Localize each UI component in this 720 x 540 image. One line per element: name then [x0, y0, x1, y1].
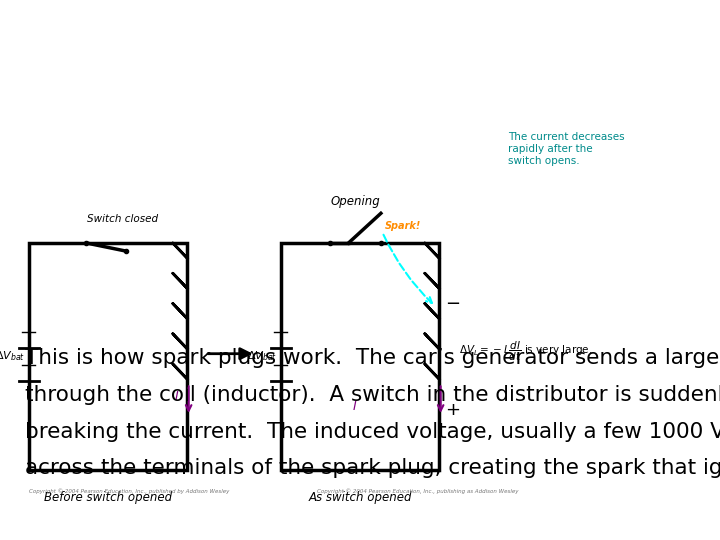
Bar — [29, 243, 187, 470]
Text: $+$: $+$ — [445, 401, 460, 420]
Text: $\Delta V_L = -L\dfrac{dI}{dt}$ is very large.: $\Delta V_L = -L\dfrac{dI}{dt}$ is very … — [459, 339, 593, 363]
Text: $\Delta V_{bat}$: $\Delta V_{bat}$ — [247, 349, 277, 363]
Text: Opening: Opening — [330, 195, 381, 208]
Text: This is how spark plugs work.  The car’s generator sends a large current: This is how spark plugs work. The car’s … — [25, 348, 720, 368]
Text: through the coil (inductor).  A switch in the distributor is suddenly opened,: through the coil (inductor). A switch in… — [25, 385, 720, 405]
Text: $I$: $I$ — [352, 400, 357, 414]
Text: $\Delta V_{bat}$: $\Delta V_{bat}$ — [0, 349, 25, 363]
Text: across the terminals of the spark plug, creating the spark that ignites the fuel: across the terminals of the spark plug, … — [25, 458, 720, 478]
Text: breaking the current.  The induced voltage, usually a few 1000 V, appears: breaking the current. The induced voltag… — [25, 422, 720, 442]
Text: Copyright © 2004 Pearson Education, Inc., publishing as Addison Wesley: Copyright © 2004 Pearson Education, Inc.… — [317, 489, 518, 494]
Text: Before switch opened: Before switch opened — [44, 491, 172, 504]
Text: $I$: $I$ — [174, 389, 179, 403]
Bar — [281, 243, 439, 470]
Text: Switch closed: Switch closed — [87, 214, 158, 224]
Text: As switch opened: As switch opened — [308, 491, 412, 504]
Text: $-$: $-$ — [445, 293, 460, 312]
Text: Spark!: Spark! — [384, 221, 421, 232]
Text: Copyright © 2004 Pearson Education, Inc., published by Addison Wesley: Copyright © 2004 Pearson Education, Inc.… — [29, 489, 229, 494]
Text: The current decreases
rapidly after the
switch opens.: The current decreases rapidly after the … — [508, 132, 624, 165]
